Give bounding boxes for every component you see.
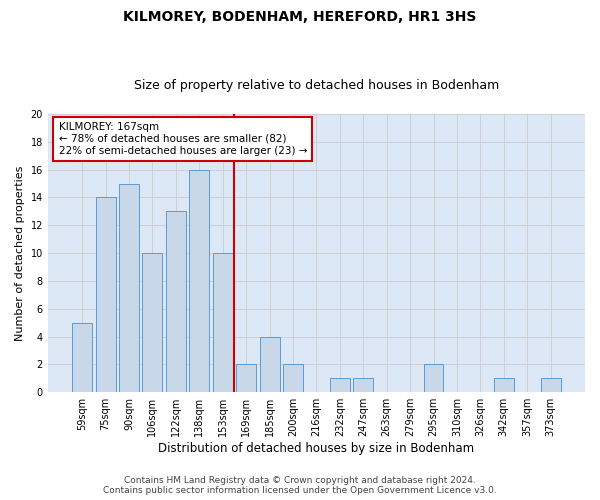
Bar — [494, 378, 514, 392]
Bar — [236, 364, 256, 392]
Bar — [283, 364, 303, 392]
Bar — [166, 212, 186, 392]
Bar — [190, 170, 209, 392]
Bar — [541, 378, 560, 392]
Bar — [119, 184, 139, 392]
Y-axis label: Number of detached properties: Number of detached properties — [15, 166, 25, 341]
Bar — [260, 336, 280, 392]
Title: Size of property relative to detached houses in Bodenham: Size of property relative to detached ho… — [134, 79, 499, 92]
Bar — [330, 378, 350, 392]
Text: KILMOREY: 167sqm
← 78% of detached houses are smaller (82)
22% of semi-detached : KILMOREY: 167sqm ← 78% of detached house… — [59, 122, 307, 156]
Bar — [353, 378, 373, 392]
Bar — [142, 253, 163, 392]
Bar — [424, 364, 443, 392]
Bar — [95, 198, 116, 392]
Bar — [72, 322, 92, 392]
X-axis label: Distribution of detached houses by size in Bodenham: Distribution of detached houses by size … — [158, 442, 475, 455]
Text: Contains HM Land Registry data © Crown copyright and database right 2024.
Contai: Contains HM Land Registry data © Crown c… — [103, 476, 497, 495]
Bar — [213, 253, 233, 392]
Text: KILMOREY, BODENHAM, HEREFORD, HR1 3HS: KILMOREY, BODENHAM, HEREFORD, HR1 3HS — [124, 10, 476, 24]
